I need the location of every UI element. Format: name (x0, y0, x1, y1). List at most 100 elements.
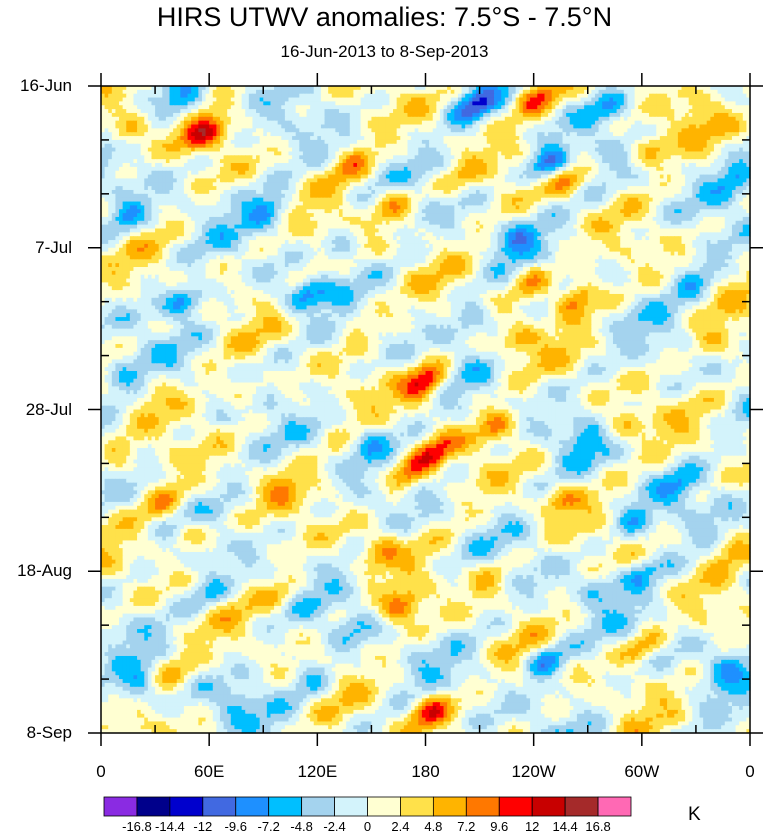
heatmap-cell (627, 159, 632, 164)
heatmap-cell (721, 151, 726, 156)
heatmap-cell (331, 143, 336, 149)
heatmap-cell (245, 132, 250, 137)
heatmap-cell (526, 155, 531, 160)
heatmap-cell (367, 116, 373, 122)
heatmap-cell (183, 120, 189, 126)
heatmap-cell (620, 163, 625, 168)
heatmap-cell (147, 132, 153, 137)
heatmap-cell (522, 174, 528, 180)
heatmap-cell (454, 147, 459, 153)
heatmap-cell (616, 93, 621, 99)
heatmap-cell (551, 120, 556, 126)
heatmap-cell (656, 124, 661, 129)
heatmap-cell (126, 105, 131, 110)
heatmap-cell (101, 174, 106, 180)
heatmap-cell (104, 159, 109, 164)
heatmap-cell (155, 89, 160, 95)
heatmap-cell (519, 120, 524, 126)
heatmap-cell (155, 139, 160, 145)
heatmap-cell (674, 151, 679, 156)
heatmap-cell (421, 89, 427, 95)
heatmap-cell (699, 178, 704, 183)
heatmap-cell (201, 186, 207, 191)
heatmap-cell (284, 105, 290, 110)
heatmap-cell (670, 186, 675, 191)
heatmap-cell (580, 178, 585, 183)
heatmap-cell (728, 155, 733, 160)
heatmap-cell (713, 89, 719, 95)
heatmap-cell (270, 182, 275, 187)
heatmap-cell (566, 124, 571, 129)
heatmap-cell (346, 112, 351, 118)
heatmap-cell (710, 89, 715, 95)
heatmap-cell (371, 163, 376, 168)
heatmap-cell (382, 105, 387, 110)
heatmap-cell (677, 97, 683, 102)
heatmap-cell (414, 163, 419, 168)
heatmap-cell (659, 97, 665, 102)
heatmap-cell (724, 124, 729, 129)
heatmap-cell (465, 170, 470, 176)
heatmap-cell (519, 182, 524, 187)
heatmap-cell (483, 128, 488, 133)
heatmap-cell (490, 120, 495, 126)
heatmap-cell (360, 128, 365, 133)
heatmap-cell (183, 97, 189, 102)
heatmap-cell (533, 155, 538, 160)
heatmap-cell (400, 147, 405, 153)
heatmap-cell (335, 159, 340, 164)
heatmap-cell (169, 128, 174, 133)
heatmap-cell (501, 86, 506, 91)
heatmap-cell (320, 166, 326, 172)
heatmap-cell (176, 186, 181, 191)
heatmap-cell (122, 151, 127, 156)
heatmap-cell (475, 174, 481, 180)
heatmap-cell (158, 112, 163, 118)
heatmap-cell (292, 132, 297, 137)
heatmap-cell (119, 170, 124, 176)
heatmap-cell (439, 174, 445, 180)
heatmap-cell (223, 93, 228, 99)
heatmap-cell (266, 86, 272, 91)
heatmap-cell (530, 174, 535, 180)
heatmap-cell (320, 163, 326, 168)
heatmap-cell (162, 151, 167, 156)
heatmap-cell (670, 163, 675, 168)
heatmap-cell (191, 143, 196, 149)
heatmap-cell (385, 159, 391, 164)
heatmap-cell (335, 139, 340, 145)
heatmap-cell (530, 124, 535, 129)
heatmap-cell (252, 101, 257, 106)
heatmap-cell (382, 86, 387, 91)
heatmap-cell (504, 151, 510, 156)
heatmap-cell (569, 109, 574, 114)
heatmap-cell (443, 112, 448, 118)
heatmap-cell (576, 112, 582, 118)
heatmap-cell (205, 86, 210, 91)
heatmap-cell (713, 159, 719, 164)
heatmap-cell (717, 170, 722, 176)
heatmap-cell (133, 182, 138, 187)
heatmap-cell (133, 178, 138, 183)
heatmap-cell (302, 112, 308, 118)
heatmap-cell (158, 159, 163, 164)
heatmap-cell (353, 89, 358, 95)
heatmap-cell (223, 101, 228, 106)
heatmap-cell (342, 109, 347, 114)
heatmap-cell (432, 147, 437, 153)
heatmap-cell (519, 112, 524, 118)
heatmap-cell (411, 116, 416, 122)
heatmap-cell (540, 151, 546, 156)
heatmap-cell (443, 132, 448, 137)
heatmap-cell (389, 143, 394, 149)
heatmap-cell (310, 143, 315, 149)
heatmap-cell (443, 170, 448, 176)
heatmap-cell (292, 112, 297, 118)
heatmap-cell (133, 139, 138, 145)
heatmap-cell (627, 101, 632, 106)
heatmap-cell (266, 139, 272, 145)
heatmap-cell (411, 101, 416, 106)
heatmap-cell (548, 86, 553, 91)
heatmap-cell (450, 89, 455, 95)
heatmap-cell (688, 101, 693, 106)
